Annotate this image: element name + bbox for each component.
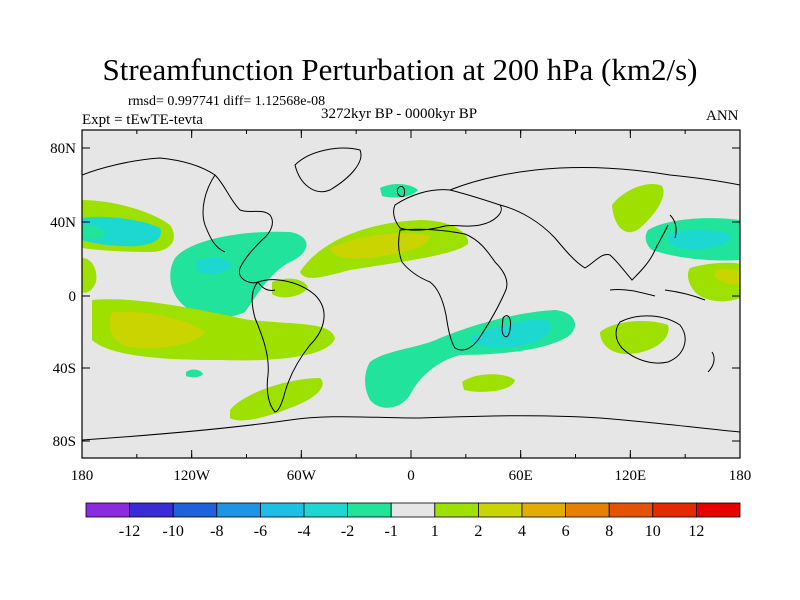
colorbar-label: -1 (385, 523, 398, 540)
colorbar-label: -12 (119, 523, 140, 540)
lon-tick-label: 180 (729, 468, 752, 484)
coast-uk (397, 185, 405, 197)
colorbar-swatch (434, 502, 479, 518)
contour-pos2-spac (109, 311, 205, 348)
contour-field (82, 184, 740, 421)
stats-label: rmsd= 0.997741 diff= 1.12568e-08 (128, 94, 326, 109)
colorbar-swatch (521, 502, 566, 518)
axis-ticks: 80N 40N 0 40S 80S 180 120W 60W 0 60E 120E 180 (50, 130, 751, 484)
contour-neg-npac (82, 216, 161, 247)
contour-pos-satl (230, 378, 323, 421)
colorbar-label: 12 (688, 523, 704, 540)
colorbar-label: -8 (210, 523, 223, 540)
coast-indonesia (609, 289, 706, 301)
colorbar-swatch (216, 502, 261, 518)
colorbar-label: 1 (431, 523, 439, 540)
experiment-label: Expt = tEwTE-tevta (82, 112, 203, 128)
colorbar-label: -2 (341, 523, 354, 540)
colorbar-label: 6 (562, 523, 570, 540)
colorbar-swatch (696, 502, 741, 518)
colorbar-label: -6 (254, 523, 267, 540)
plot-title: Streamfunction Perturbation at 200 hPa (… (102, 52, 698, 87)
contour-pos-carib (272, 278, 308, 298)
contour-pos2-natl (330, 233, 430, 259)
lon-tick-label: 120E (614, 468, 646, 484)
contour-pos2-trop-pac (715, 269, 740, 285)
contour-neg-natl-small (380, 184, 418, 198)
colorbar-swatch (172, 502, 218, 518)
colorbar-swatch (652, 502, 697, 518)
lon-tick-label: 180 (71, 468, 94, 484)
contour-neg-camerica-core (195, 257, 232, 274)
contour-neg-satl-small (186, 369, 203, 378)
colorbar-swatch (477, 502, 523, 518)
colorbar-label: 2 (474, 523, 482, 540)
coast-japan (669, 214, 677, 239)
lat-tick-label: 0 (69, 289, 77, 305)
colorbar-swatch (608, 502, 654, 518)
colorbar-label: 8 (605, 523, 613, 540)
coast-africa (398, 228, 508, 351)
lon-tick-label: 0 (407, 468, 415, 484)
contour-pos-wpac-edge (82, 258, 97, 293)
coast-new-zealand (707, 351, 715, 373)
lon-tick-label: 60W (287, 468, 317, 484)
lat-tick-label: 80N (50, 141, 76, 157)
colorbar-label: -4 (297, 523, 310, 540)
coast-south-america (251, 279, 325, 413)
contour-pos-sind-small (462, 374, 515, 392)
contour-pos-aus (600, 320, 669, 355)
colorbar-swatch (347, 502, 392, 518)
colorbar-swatch (565, 502, 610, 518)
coast-antarctica (82, 415, 740, 441)
lon-tick-label: 120W (173, 468, 211, 484)
lat-tick-label: 40N (50, 215, 76, 231)
contour-neg2-sind (470, 319, 551, 348)
colorbar-swatch (259, 502, 305, 518)
colorbar-swatch (129, 502, 174, 518)
lat-tick-label: 40S (53, 361, 76, 377)
colorbar: -12 -10 -8 -6 -4 -2 -1 1 2 4 6 8 10 12 (85, 502, 741, 540)
coastlines (82, 147, 740, 441)
period-label: 3272kyr BP - 0000kyr BP (321, 106, 478, 122)
colorbar-label: -10 (163, 523, 184, 540)
colorbar-label: 10 (645, 523, 661, 540)
lat-tick-label: 80S (53, 434, 76, 450)
contour-neg2-wpac (668, 229, 732, 250)
colorbar-label: 4 (518, 523, 526, 540)
season-label: ANN (706, 108, 739, 124)
colorbar-swatch (303, 502, 348, 518)
colorbar-swatch (85, 502, 130, 518)
coast-greenland (294, 147, 362, 192)
lon-tick-label: 60E (509, 468, 533, 484)
coast-asia (449, 166, 740, 281)
contour-neg-camerica (170, 231, 307, 318)
coast-north-america (82, 157, 276, 291)
contour-neg-npac-core (82, 224, 105, 240)
coast-madagascar (501, 315, 511, 338)
colorbar-swatch (390, 502, 436, 518)
coast-australia (615, 315, 686, 364)
contour-pos-easia (612, 184, 664, 233)
